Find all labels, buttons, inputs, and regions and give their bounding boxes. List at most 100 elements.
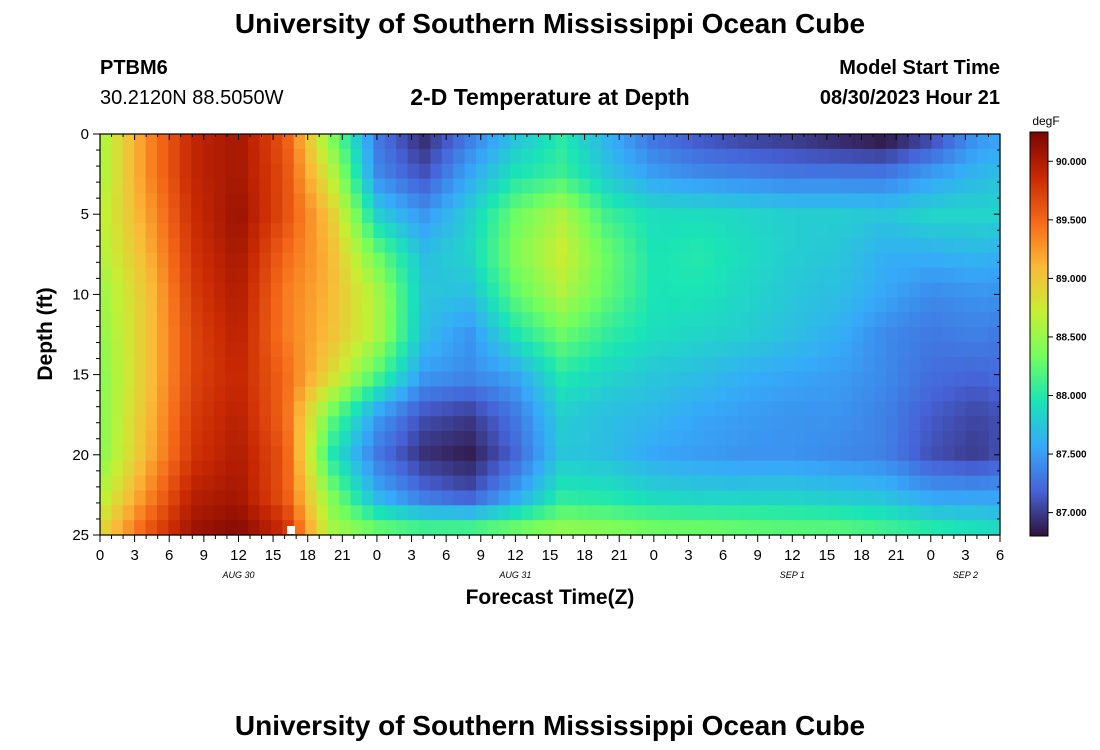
heatmap-cell <box>498 193 511 209</box>
heatmap-cell <box>156 208 169 224</box>
heatmap-cell <box>715 401 728 417</box>
x-tick-label: 0 <box>373 547 381 564</box>
heatmap-cell <box>259 431 272 447</box>
heatmap-cell <box>886 282 899 298</box>
heatmap-cell <box>886 356 899 373</box>
heatmap-cell <box>897 237 910 254</box>
heatmap-cell <box>282 297 295 313</box>
heatmap-cell <box>430 178 443 195</box>
heatmap-cell <box>430 193 443 209</box>
heatmap-cell <box>703 490 716 506</box>
heatmap-cell <box>886 252 899 269</box>
heatmap-cell <box>794 297 807 313</box>
heatmap-cell <box>908 520 921 536</box>
heatmap-cell <box>213 520 226 536</box>
heatmap-cell <box>908 252 921 269</box>
heatmap-cell <box>783 431 796 447</box>
heatmap-cell <box>578 134 591 150</box>
heatmap-cell <box>373 312 386 328</box>
heatmap-cell <box>487 148 500 165</box>
heatmap-cell <box>225 312 238 328</box>
heatmap-cell <box>897 490 910 506</box>
heatmap-cell <box>965 178 978 195</box>
heatmap-cell <box>384 371 397 388</box>
heatmap-cell <box>396 475 409 492</box>
heatmap-cell <box>567 134 580 150</box>
heatmap-cell <box>122 163 135 180</box>
heatmap-cell <box>760 416 773 432</box>
heatmap-cell <box>874 252 887 269</box>
heatmap-cell <box>464 520 477 536</box>
heatmap-cell <box>965 371 978 388</box>
heatmap-cell <box>715 134 728 150</box>
heatmap-cell <box>567 341 580 358</box>
heatmap-cell <box>168 445 181 462</box>
heatmap-cell <box>863 282 876 298</box>
heatmap-cell <box>213 267 226 284</box>
heatmap-cell <box>669 341 682 358</box>
heatmap-cell <box>225 505 238 521</box>
heatmap-cell <box>794 341 807 358</box>
heatmap-cell <box>886 445 899 462</box>
heatmap-cell <box>453 327 466 343</box>
heatmap-cell <box>305 327 318 343</box>
heatmap-cell <box>760 431 773 447</box>
heatmap-cell <box>646 341 659 358</box>
heatmap-cell <box>646 297 659 313</box>
heatmap-cell <box>817 401 830 417</box>
heatmap-cell <box>783 193 796 209</box>
heatmap-cell <box>806 282 819 298</box>
heatmap-cell <box>418 163 431 180</box>
heatmap-cell <box>988 297 1001 313</box>
heatmap-cell <box>920 134 933 150</box>
heatmap-cell <box>988 341 1001 358</box>
heatmap-cell <box>943 386 956 402</box>
heatmap-cell <box>487 490 500 506</box>
heatmap-cell <box>396 371 409 388</box>
heatmap-cell <box>874 312 887 328</box>
heatmap-cell <box>578 341 591 358</box>
heatmap-cell <box>316 193 329 209</box>
heatmap-cell <box>544 445 557 462</box>
heatmap-cell <box>418 341 431 358</box>
heatmap-cell <box>350 505 363 521</box>
heatmap-cell <box>270 356 283 373</box>
heatmap-cell <box>316 223 329 239</box>
heatmap-cell <box>430 252 443 269</box>
heatmap-cell <box>305 237 318 254</box>
heatmap-cell <box>430 386 443 402</box>
heatmap-cell <box>259 178 272 195</box>
heatmap-cell <box>806 312 819 328</box>
heatmap-cell <box>464 475 477 492</box>
heatmap-cell <box>418 178 431 195</box>
heatmap-cell <box>464 178 477 195</box>
heatmap-cell <box>407 341 420 358</box>
heatmap-cell <box>145 134 158 150</box>
heatmap-cell <box>100 267 112 284</box>
heatmap-cell <box>624 237 637 254</box>
heatmap-cell <box>863 297 876 313</box>
heatmap-cell <box>829 520 842 536</box>
heatmap-cell <box>635 341 648 358</box>
heatmap-cell <box>749 520 762 536</box>
heatmap-cell <box>111 475 124 492</box>
heatmap-cell <box>316 134 329 150</box>
heatmap-cell <box>965 134 978 150</box>
heatmap-cell <box>350 312 363 328</box>
heatmap-cell <box>658 223 671 239</box>
heatmap-cell <box>373 341 386 358</box>
heatmap-cell <box>111 282 124 298</box>
heatmap-cell <box>658 193 671 209</box>
heatmap-cell <box>327 252 340 269</box>
heatmap-cell <box>715 267 728 284</box>
heatmap-cell <box>886 401 899 417</box>
heatmap-cell <box>464 356 477 373</box>
heatmap-cell <box>749 297 762 313</box>
heatmap-cell <box>441 223 454 239</box>
heatmap-cell <box>225 237 238 254</box>
heatmap-cell <box>908 223 921 239</box>
heatmap-cell <box>362 178 375 195</box>
heatmap-cell <box>373 267 386 284</box>
heatmap-cell <box>362 237 375 254</box>
heatmap-cell <box>612 386 625 402</box>
